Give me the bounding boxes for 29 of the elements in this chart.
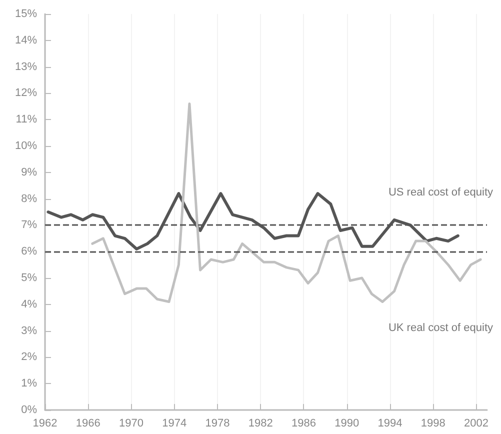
y-tick-label: 1% bbox=[21, 378, 38, 390]
x-tick-label: 1994 bbox=[378, 418, 402, 430]
y-tick-label: 15% bbox=[14, 8, 38, 20]
y-tick-label: 10% bbox=[14, 140, 38, 152]
x-tick-label: 1966 bbox=[76, 418, 100, 430]
x-tick-label: 1970 bbox=[119, 418, 144, 430]
x-tick-label: 2002 bbox=[464, 418, 488, 430]
y-tick-label: 4% bbox=[21, 298, 38, 310]
y-tick-label: 8% bbox=[21, 192, 38, 205]
y-tick-label: 14% bbox=[14, 34, 38, 46]
x-tick-label: 1998 bbox=[420, 418, 446, 430]
x-tick-label: 1986 bbox=[291, 418, 316, 430]
y-tick-label: 6% bbox=[21, 246, 38, 258]
y-tick-label: 2% bbox=[21, 351, 38, 364]
y-tick-label: 0% bbox=[21, 404, 38, 416]
y-tick-label: 9% bbox=[21, 166, 38, 178]
y-tick-label: 7% bbox=[21, 219, 38, 232]
y-tick-label: 11% bbox=[16, 114, 38, 126]
y-tick-label: 12% bbox=[14, 87, 38, 100]
text: US real cost of equity bbox=[388, 186, 494, 198]
y-tick-label: 13% bbox=[14, 60, 38, 73]
x-tick-label: 1974 bbox=[162, 418, 187, 430]
series-label: UK real cost of equity bbox=[388, 322, 494, 334]
x-tick-label: 1962 bbox=[32, 418, 58, 430]
x-tick-label: 1978 bbox=[205, 418, 230, 430]
x-tick-label: 1982 bbox=[248, 418, 273, 430]
y-tick-label: 3% bbox=[21, 324, 38, 337]
y-tick-label: 5% bbox=[21, 272, 38, 284]
x-tick-label: 1990 bbox=[334, 418, 360, 430]
